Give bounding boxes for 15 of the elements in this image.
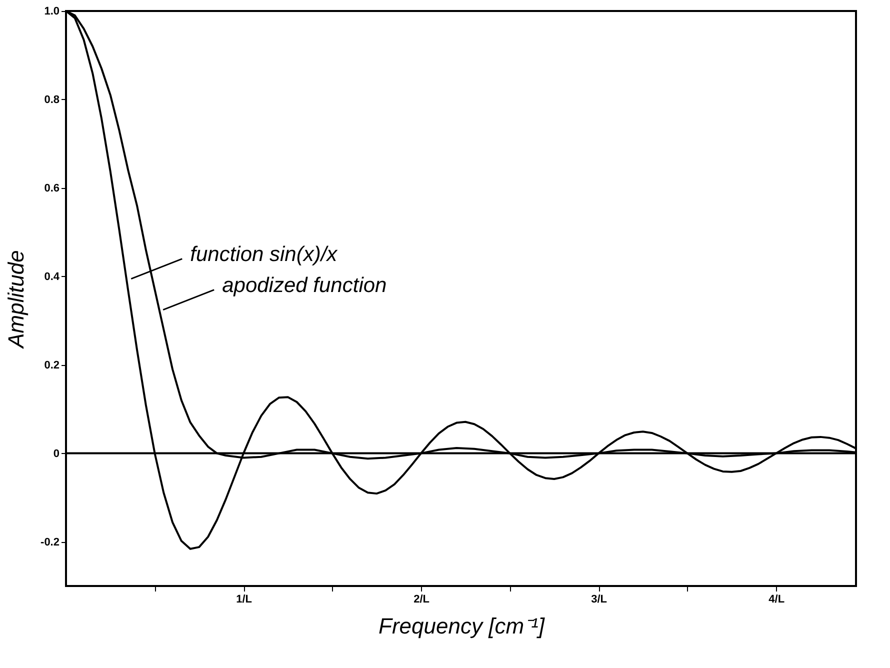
y-tick-label: 0.2 xyxy=(44,359,60,372)
y-tick-label: 0.6 xyxy=(44,182,60,194)
x-tick-label: 4/L xyxy=(768,594,785,606)
x-tick-label: 3/L xyxy=(591,594,608,606)
y-tick-label: -0.2 xyxy=(40,536,60,548)
y-axis-title: Amplitude xyxy=(4,250,29,350)
y-tick-label: 1.0 xyxy=(44,6,60,18)
x-axis-title: Frequency [cm⁻¹] xyxy=(378,614,546,638)
annotation: apodized function xyxy=(222,274,387,297)
y-tick-label: 0.4 xyxy=(44,270,60,283)
y-tick-label: 0.8 xyxy=(44,94,60,106)
x-tick-label: 2/L xyxy=(414,594,430,606)
annotation: function sin(x)/x xyxy=(190,242,339,266)
x-tick-label: 1/L xyxy=(236,594,252,606)
y-tick-label: 0 xyxy=(53,448,60,460)
